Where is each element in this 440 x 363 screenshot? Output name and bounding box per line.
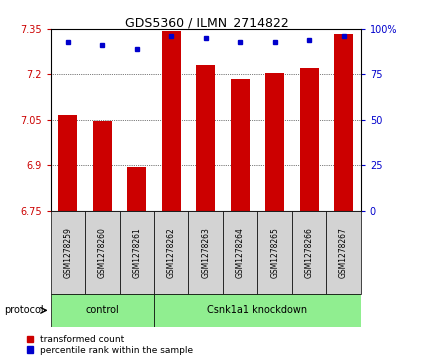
Text: GSM1278265: GSM1278265 [270, 227, 279, 278]
Legend: transformed count, percentile rank within the sample: transformed count, percentile rank withi… [26, 335, 193, 355]
Bar [223, 211, 257, 294]
Text: GSM1278263: GSM1278263 [201, 227, 210, 278]
Bar [85, 211, 120, 294]
Text: GSM1278262: GSM1278262 [167, 227, 176, 278]
Bar [51, 211, 85, 294]
Bar [326, 211, 361, 294]
Text: GSM1278267: GSM1278267 [339, 227, 348, 278]
Bar [265, 73, 284, 211]
Bar [51, 294, 154, 327]
Bar [188, 211, 223, 294]
Bar [334, 34, 353, 211]
Bar [93, 121, 112, 211]
Bar [196, 65, 215, 211]
Bar [292, 211, 326, 294]
Bar [231, 79, 249, 211]
Bar [120, 211, 154, 294]
Bar [162, 30, 181, 211]
Text: GSM1278264: GSM1278264 [236, 227, 245, 278]
Text: protocol: protocol [4, 305, 44, 315]
Bar [59, 115, 77, 211]
Text: GSM1278261: GSM1278261 [132, 227, 141, 278]
Bar [154, 294, 361, 327]
Text: GDS5360 / ILMN_2714822: GDS5360 / ILMN_2714822 [125, 16, 289, 29]
Bar [127, 167, 146, 211]
Text: control: control [85, 305, 119, 315]
Bar [257, 211, 292, 294]
Bar [300, 68, 319, 211]
Bar [154, 211, 188, 294]
Text: GSM1278260: GSM1278260 [98, 227, 107, 278]
Text: GSM1278259: GSM1278259 [63, 227, 72, 278]
Text: GSM1278266: GSM1278266 [304, 227, 314, 278]
Text: Csnk1a1 knockdown: Csnk1a1 knockdown [207, 305, 308, 315]
